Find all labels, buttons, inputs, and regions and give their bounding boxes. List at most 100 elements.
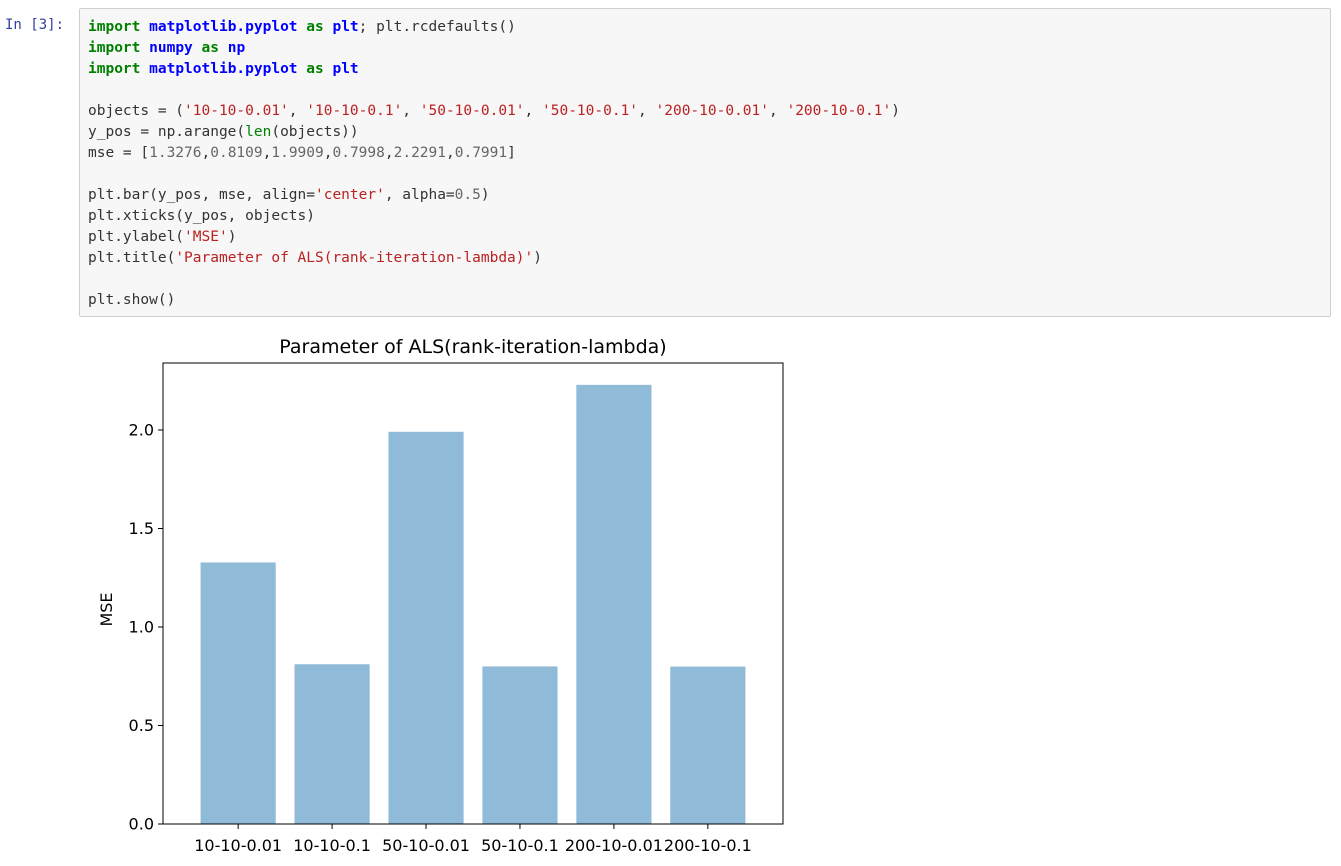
code-line	[88, 80, 900, 101]
bar-50-10-0.1	[482, 666, 558, 824]
y-tick-label: 0.5	[129, 716, 154, 735]
cell-output: 0.0 0.5 1.0 1.5 2.0 10-10-0.01 10-10-0.1 50-10…	[79, 322, 799, 862]
code-token: ,	[402, 103, 420, 119]
code-token: np	[227, 40, 246, 56]
code-token: ,	[262, 145, 272, 161]
code-token	[193, 40, 202, 56]
code-token: objects = (	[88, 103, 185, 119]
code-line: plt.ylabel('MSE')	[88, 227, 900, 248]
code-token: plt.bar(y_pos, mse, align=	[88, 187, 315, 203]
x-tick-label: 200-10-0.01	[565, 836, 663, 855]
code-token: , alpha=	[384, 187, 455, 203]
code-token: ,	[323, 145, 333, 161]
bar-50-10-0.01	[388, 431, 464, 824]
code-line: import matplotlib.pyplot as plt	[88, 59, 900, 80]
code-token: ,	[769, 103, 787, 119]
code-token: as	[306, 19, 324, 35]
code-token	[140, 61, 149, 77]
code-line: import numpy as np	[88, 38, 900, 59]
x-tick-label: 200-10-0.1	[664, 836, 752, 855]
code-token: )	[533, 250, 542, 266]
y-axis-label: MSE	[97, 592, 116, 626]
axes-frame	[162, 362, 784, 825]
code-token: mse = [	[88, 145, 150, 161]
code-token: ]	[507, 145, 516, 161]
code-token: 0.7998	[332, 145, 385, 161]
code-token: len	[245, 124, 272, 140]
code-token: as	[201, 40, 219, 56]
x-tick-label: 10-10-0.1	[293, 836, 371, 855]
bars-group	[200, 384, 746, 824]
code-token: '50-10-0.01'	[419, 103, 525, 119]
code-token: matplotlib.pyplot	[149, 19, 298, 35]
code-token: plt.ylabel(	[88, 229, 185, 245]
code-line: import matplotlib.pyplot as plt; plt.rcd…	[88, 17, 900, 38]
code-line: objects = ('10-10-0.01', '10-10-0.1', '5…	[88, 101, 900, 122]
code-token: ,	[638, 103, 656, 119]
code-token: numpy	[149, 40, 193, 56]
code-line: mse = [1.3276,0.8109,1.9909,0.7998,2.229…	[88, 143, 900, 164]
code-token	[219, 40, 228, 56]
code-token	[298, 61, 307, 77]
code-line: plt.bar(y_pos, mse, align='center', alph…	[88, 185, 900, 206]
code-token: plt.title(	[88, 250, 176, 266]
code-token: y_pos = np.arange(	[88, 124, 246, 140]
code-token	[140, 40, 149, 56]
code-token: )	[480, 187, 490, 203]
code-token: plt.xticks(y_pos, objects)	[88, 208, 315, 224]
code-token: 1.9909	[271, 145, 324, 161]
code-editor[interactable]: import matplotlib.pyplot as plt; plt.rcd…	[79, 8, 1331, 317]
bar-chart: 0.0 0.5 1.0 1.5 2.0 10-10-0.01 10-10-0.1 50-10…	[97, 336, 784, 855]
input-prompt: In [3]:	[5, 17, 65, 33]
bar-10-10-0.01	[200, 562, 276, 824]
code-token: import	[88, 40, 141, 56]
y-tick-label: 2.0	[129, 420, 154, 439]
bar-10-10-0.1	[294, 664, 370, 824]
code-token: matplotlib.pyplot	[149, 61, 298, 77]
y-tick-label: 1.5	[129, 519, 154, 538]
x-tick-label: 50-10-0.1	[481, 836, 559, 855]
code-token: import	[88, 61, 141, 77]
code-token: 0.5	[454, 187, 481, 203]
code-token: 0.7991	[454, 145, 508, 161]
bar-200-10-0.01	[576, 384, 652, 824]
code-token: '10-10-0.01'	[184, 103, 289, 119]
code-token: ,	[446, 145, 455, 161]
code-token: 'Parameter of ALS(rank-iteration-lambda)…	[175, 250, 534, 266]
code-token	[140, 19, 149, 35]
code-token: import	[88, 19, 141, 35]
code-token: ,	[384, 145, 394, 161]
y-tick-label: 1.0	[129, 617, 154, 636]
x-ticks-group: 10-10-0.01 10-10-0.1 50-10-0.01 50-10-0.1 20…	[194, 824, 752, 855]
y-tick-label: 0.0	[129, 815, 154, 834]
code-token: 2.2291	[393, 145, 446, 161]
code-token: as	[306, 61, 324, 77]
code-token: ; plt.rcdefaults()	[358, 19, 516, 35]
code-line: y_pos = np.arange(len(objects))	[88, 122, 900, 143]
bar-200-10-0.1	[670, 666, 746, 824]
code-token: ,	[201, 145, 211, 161]
code-line: plt.show()	[88, 290, 900, 311]
code-line: plt.xticks(y_pos, objects)	[88, 206, 900, 227]
code-token: ,	[288, 103, 307, 119]
code-token: )	[891, 103, 900, 119]
code-token: )	[227, 229, 237, 245]
code-token: 1.3276	[149, 145, 202, 161]
chart-title: Parameter of ALS(rank-iteration-lambda)	[279, 336, 666, 358]
code-token: '50-10-0.1'	[542, 103, 639, 119]
y-ticks-group: 0.0 0.5 1.0 1.5 2.0	[129, 420, 163, 834]
code-token: '200-10-0.01'	[655, 103, 770, 119]
code-token: '200-10-0.1'	[786, 103, 892, 119]
code-token	[298, 19, 307, 35]
x-tick-label: 10-10-0.01	[194, 836, 282, 855]
code-token: plt	[332, 61, 359, 77]
code-token: ,	[524, 103, 542, 119]
code-token: plt	[332, 19, 359, 35]
code-text[interactable]: import matplotlib.pyplot as plt; plt.rcd…	[88, 17, 900, 311]
code-line	[88, 164, 900, 185]
code-token: 'center'	[314, 187, 385, 203]
code-token: 0.8109	[210, 145, 263, 161]
code-token: '10-10-0.1'	[306, 103, 403, 119]
x-tick-label: 50-10-0.01	[382, 836, 470, 855]
code-token: 'MSE'	[184, 229, 228, 245]
